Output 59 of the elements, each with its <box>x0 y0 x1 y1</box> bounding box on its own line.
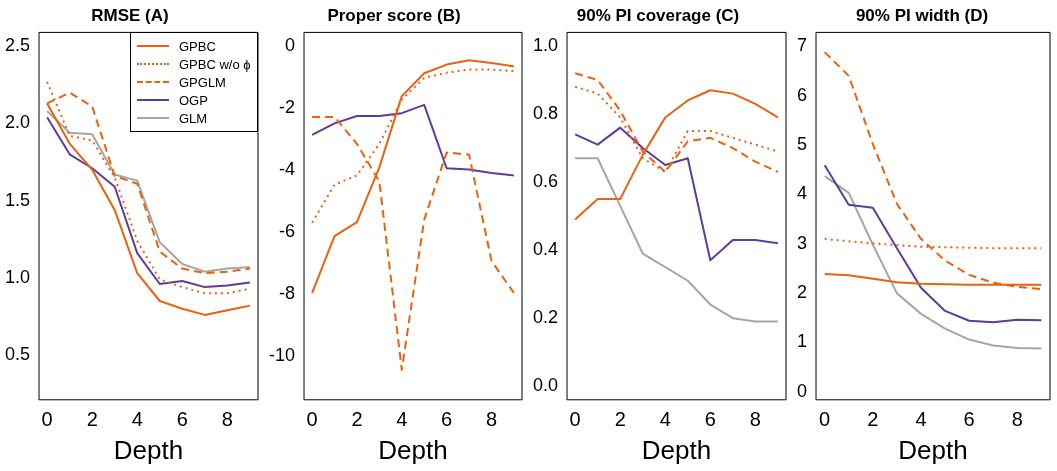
y-tick-label: 0.4 <box>532 239 559 260</box>
x-tick-label: 4 <box>915 408 927 431</box>
y-tick-label: -8 <box>279 282 296 303</box>
y-tick-label: 0.6 <box>532 171 559 192</box>
y-tick-label: 0 <box>797 380 808 401</box>
legend-label: GPBC <box>179 38 216 54</box>
line-series <box>823 51 1043 291</box>
x-tick-label: 0 <box>41 408 53 431</box>
y-tick-label: 2 <box>797 282 808 303</box>
y-tick-label: 0 <box>285 34 296 55</box>
x-tick-label: 2 <box>86 408 98 431</box>
x-tick-label: 0 <box>819 408 831 431</box>
x-axis-title: Depth <box>898 434 968 465</box>
chart-title: 90% PI width (D) <box>855 5 989 25</box>
x-tick-label: 8 <box>485 408 498 431</box>
y-tick-label: -6 <box>279 220 296 241</box>
x-axis-title: Depth <box>378 434 448 465</box>
x-tick-label: 6 <box>441 408 453 431</box>
x-tick-label: 6 <box>176 408 188 431</box>
y-tick-label: 5 <box>797 133 808 154</box>
x-tick-label: 2 <box>867 408 879 431</box>
legend-label: GPGLM <box>179 74 226 90</box>
x-tick-label: 4 <box>131 408 143 431</box>
x-tick-label: 4 <box>659 408 671 431</box>
y-tick-label: 0.5 <box>4 344 31 364</box>
y-tick-label: -2 <box>279 96 296 117</box>
legend-label: GLM <box>179 110 208 126</box>
legend-label: GPBC w/o ϕ <box>179 56 251 72</box>
x-tick-label: 8 <box>749 408 761 431</box>
x-tick-label: 8 <box>1011 408 1023 431</box>
x-axis-title: Depth <box>113 434 184 465</box>
y-tick-label: -4 <box>279 158 296 179</box>
y-tick-label: 0.8 <box>532 103 559 124</box>
y-tick-label: 3 <box>797 232 808 253</box>
y-tick-label: 1.5 <box>4 189 31 210</box>
y-tick-label: 1 <box>797 331 808 352</box>
legend-label: OGP <box>179 92 208 108</box>
y-tick-label: 1.0 <box>532 34 559 55</box>
y-tick-label: 2.0 <box>4 112 31 133</box>
x-tick-label: 4 <box>396 408 408 431</box>
y-tick-label: 0.0 <box>532 375 559 396</box>
y-tick-label: 2.5 <box>4 35 31 56</box>
x-tick-label: 2 <box>614 408 626 431</box>
y-tick-label: 6 <box>797 84 808 105</box>
y-tick-label: 7 <box>797 35 808 56</box>
y-tick-label: 1.0 <box>4 266 31 287</box>
x-tick-label: 2 <box>351 408 363 431</box>
x-tick-label: 6 <box>963 408 975 431</box>
x-tick-label: 6 <box>704 408 716 431</box>
x-axis-title: Depth <box>641 434 712 465</box>
chart-title: RMSE (A) <box>91 5 169 25</box>
x-tick-label: 0 <box>306 408 318 431</box>
x-tick-label: 8 <box>221 408 233 431</box>
x-tick-label: 0 <box>569 408 581 431</box>
y-tick-label: 4 <box>797 183 808 204</box>
y-tick-label: 0.2 <box>532 307 559 328</box>
chart-title: 90% PI coverage (C) <box>576 5 740 25</box>
y-tick-label: -10 <box>269 344 296 365</box>
chart-title: Proper score (B) <box>327 5 461 25</box>
